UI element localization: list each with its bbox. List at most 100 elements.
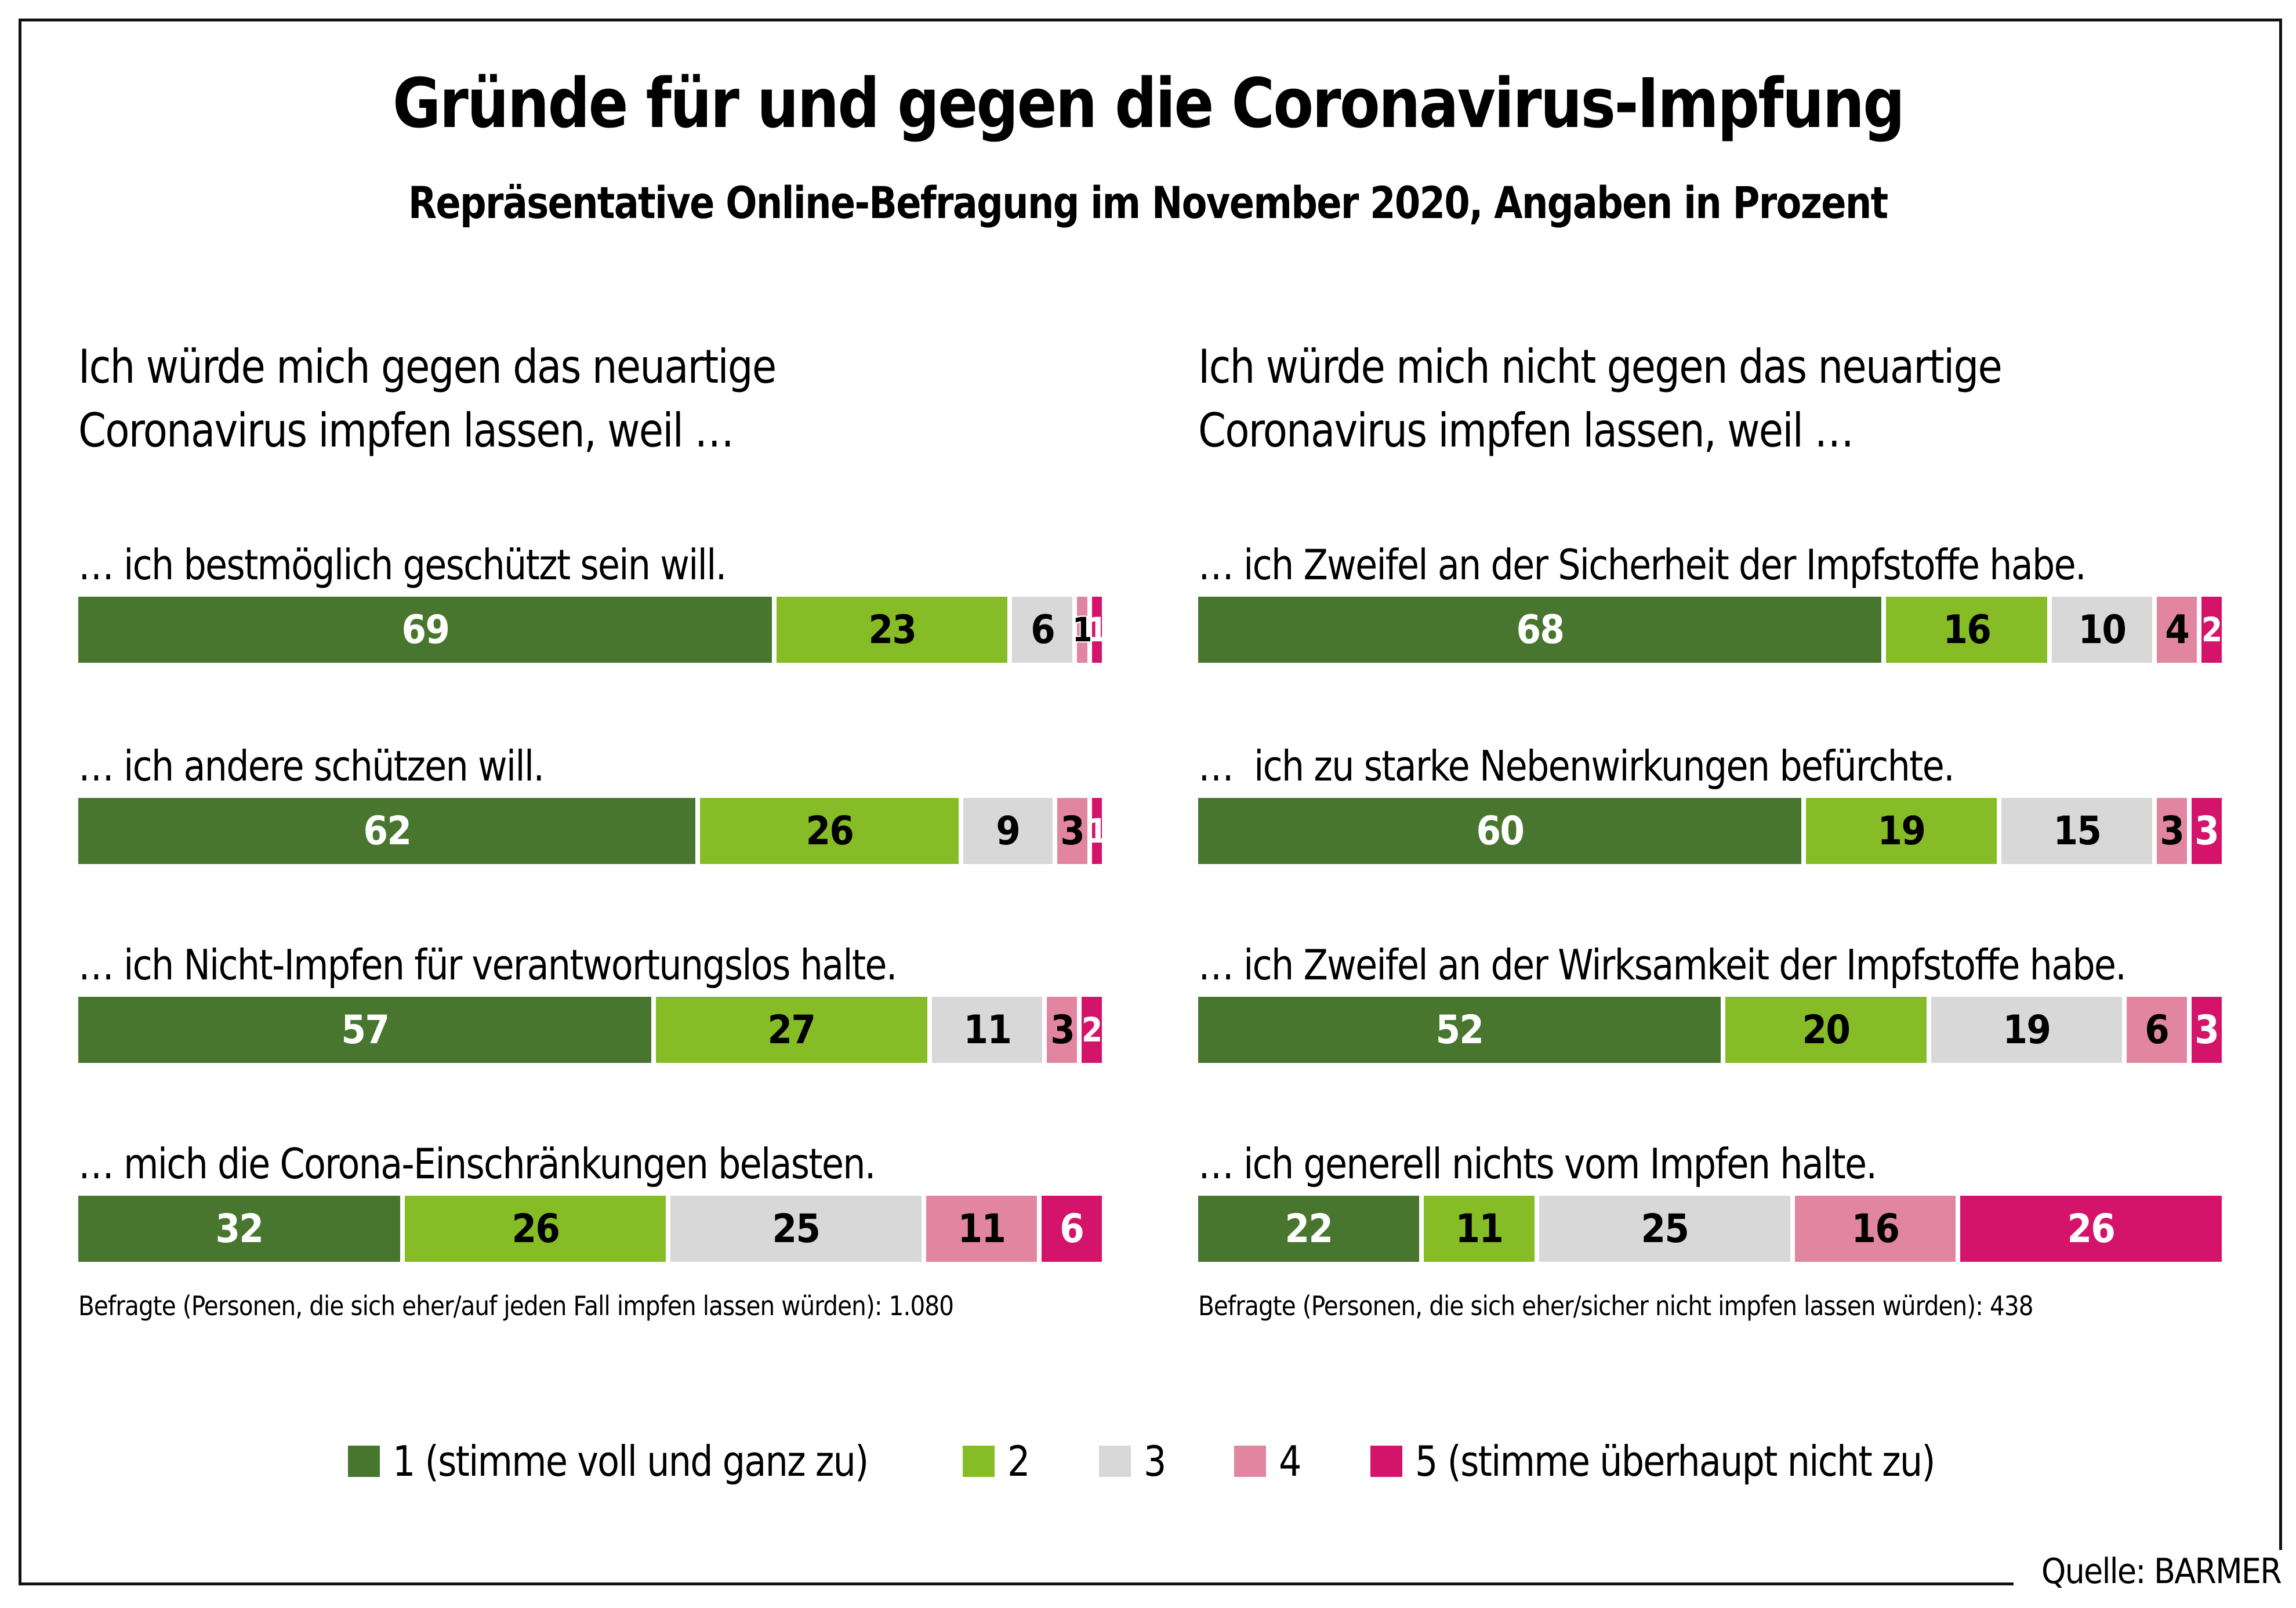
bar-value-label: 3: [2195, 808, 2220, 854]
bar-segment-level-2: 16: [1886, 597, 2047, 663]
legend-label: 5 (stimme überhaupt nicht zu): [1415, 1437, 1936, 1486]
bar-segment-level-4: 1: [1072, 597, 1093, 663]
bar-value-label: 52: [1435, 1007, 1484, 1053]
bar-segment-level-5: 2: [1082, 997, 1103, 1063]
bar-segment-level-3: 25: [670, 1196, 922, 1262]
bar-value-label: 11: [963, 1007, 1011, 1053]
bar-segment-level-4: 6: [2127, 997, 2187, 1063]
respondents-footnote: Befragte (Personen, die sich eher/sicher…: [1198, 1290, 2033, 1322]
row-label: … ich Zweifel an der Sicherheit der Impf…: [1198, 540, 2087, 589]
frame-border-bottom: [19, 1582, 2014, 1585]
row-label: … ich Nicht-Impfen für verantwortungslos…: [78, 941, 897, 989]
bar-value-label: 3: [1060, 808, 1086, 854]
stacked-bar: 60 19 15 3 3: [1198, 798, 2222, 864]
bar-segment-level-3: 6: [1012, 597, 1073, 663]
bar-value-label: 11: [1455, 1206, 1504, 1252]
legend-swatch: [1099, 1446, 1131, 1477]
chart-title: Gründe für und gegen die Coronavirus-Imp…: [0, 63, 2296, 144]
stacked-bar: 68 16 10 4 2: [1198, 597, 2223, 663]
chart-title-text: Gründe für und gegen die Coronavirus-Imp…: [392, 63, 1905, 143]
bar-value-label: 1: [1072, 610, 1093, 649]
bar-segment-level-5: 26: [1960, 1196, 2222, 1262]
row-label: … ich zu starke Nebenwirkungen befürchte…: [1198, 742, 1955, 790]
bar-segment-level-1: 32: [78, 1196, 400, 1262]
bar-segment-level-1: 52: [1198, 997, 1721, 1063]
panel-intro: Ich würde mich gegen das neuartige Coron…: [78, 340, 777, 458]
legend-label: 2: [1007, 1437, 1030, 1486]
bar-value-label: 27: [767, 1007, 816, 1053]
bar-value-label: 10: [2078, 607, 2127, 653]
frame-border-left: [19, 19, 21, 1585]
bar-segment-level-4: 16: [1795, 1196, 1956, 1262]
bar-segment-level-5: 3: [2192, 798, 2222, 864]
panel-contra-vaccination: Ich würde mich nicht gegen das neuartige…: [1198, 0, 2223, 1608]
row-label: … ich generell nichts vom Impfen halte.: [1198, 1139, 1877, 1188]
legend-swatch: [963, 1446, 995, 1477]
bar-value-label: 25: [1641, 1206, 1689, 1252]
bar-value-label: 16: [1851, 1206, 1900, 1252]
bar-value-label: 6: [2145, 1007, 2170, 1053]
bar-segment-level-2: 27: [655, 997, 927, 1063]
bar-segment-level-5: 3: [2192, 997, 2222, 1063]
panel-pro-vaccination: Ich würde mich gegen das neuartige Coron…: [78, 0, 1108, 1608]
bar-value-label: 32: [215, 1206, 263, 1252]
bar-value-label: 15: [2053, 808, 2101, 854]
bar-value-label: 6: [1030, 607, 1055, 653]
stacked-bar: 62 26 9 3 1: [78, 798, 1108, 864]
row-label: … mich die Corona-Einschränkungen belast…: [78, 1139, 876, 1188]
bar-value-label: 57: [341, 1007, 389, 1053]
bar-value-label: 3: [2160, 808, 2185, 854]
bar-value-label: 2: [1082, 1010, 1102, 1050]
bar-segment-level-2: 11: [1424, 1196, 1535, 1262]
stacked-bar: 32 26 25 11 6: [78, 1196, 1102, 1262]
panel-intro: Ich würde mich nicht gegen das neuartige…: [1198, 340, 2003, 458]
bar-value-label: 62: [363, 808, 411, 854]
legend-item-2: 2: [963, 1437, 1033, 1486]
legend-label: 1 (stimme voll und ganz zu): [393, 1437, 869, 1486]
bar-value-label: 6: [1060, 1206, 1085, 1252]
bar-segment-level-4: 3: [1057, 798, 1087, 864]
bar-value-label: 69: [401, 607, 449, 653]
bar-value-label: 26: [806, 808, 854, 854]
stacked-bar: 69 23 6 1 1: [78, 597, 1108, 663]
row-label: … ich Zweifel an der Wirksamkeit der Imp…: [1198, 941, 2127, 989]
bar-segment-level-1: 60: [1198, 798, 1801, 864]
bar-segment-level-3: 10: [2051, 597, 2153, 663]
bar-segment-level-5: 1: [1087, 597, 1108, 663]
bar-value-label: 1: [1087, 811, 1108, 851]
stacked-bar: 52 20 19 6 3: [1198, 997, 2222, 1063]
bar-segment-level-5: 2: [2201, 597, 2223, 663]
bar-segment-level-5: 1: [1087, 798, 1108, 864]
row-label: … ich bestmöglich geschützt sein will.: [78, 540, 727, 589]
bar-value-label: 3: [2195, 1007, 2220, 1053]
bar-value-label: 68: [1516, 607, 1564, 653]
bar-value-label: 19: [2003, 1007, 2051, 1053]
bar-segment-level-2: 23: [776, 597, 1008, 663]
stacked-bar: 57 27 11 3 2: [78, 997, 1103, 1063]
bar-value-label: 11: [957, 1206, 1006, 1252]
frame-border-right: [2279, 19, 2282, 1550]
bar-value-label: 26: [512, 1206, 560, 1252]
bar-segment-level-2: 26: [404, 1196, 666, 1262]
chart-subtitle-text: Repräsentative Online-Befragung im Novem…: [408, 177, 1888, 228]
legend-label: 3: [1144, 1437, 1166, 1486]
chart-subtitle: Repräsentative Online-Befragung im Novem…: [0, 174, 2296, 232]
bar-segment-level-4: 4: [2157, 597, 2197, 663]
legend-item-3: 3: [1099, 1437, 1169, 1486]
bar-value-label: 1: [1087, 610, 1108, 649]
legend: 1 (stimme voll und ganz zu) 2 3 4 5 (stimme …: [0, 1437, 2296, 1486]
bar-segment-level-2: 20: [1725, 997, 1927, 1063]
bar-segment-level-3: 15: [2001, 798, 2152, 864]
bar-value-label: 26: [2067, 1206, 2116, 1252]
bar-segment-level-3: 9: [963, 798, 1053, 864]
bar-value-label: 2: [2201, 610, 2222, 649]
bar-value-label: 22: [1285, 1206, 1333, 1252]
bar-value-label: 9: [996, 808, 1021, 854]
bar-segment-level-3: 19: [1931, 997, 2123, 1063]
legend-swatch: [348, 1446, 380, 1477]
bar-value-label: 4: [2165, 607, 2190, 653]
legend-item-1: 1 (stimme voll und ganz zu): [348, 1437, 945, 1486]
bar-segment-level-1: 68: [1198, 597, 1882, 663]
bar-value-label: 60: [1476, 808, 1524, 854]
legend-item-5: 5 (stimme überhaupt nicht zu): [1370, 1437, 2019, 1486]
